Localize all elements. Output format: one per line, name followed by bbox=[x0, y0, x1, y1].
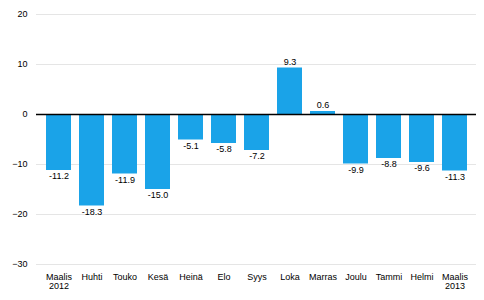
svg-text:Elo: Elo bbox=[217, 272, 230, 282]
svg-text:-8.8: -8.8 bbox=[381, 159, 397, 169]
svg-text:0: 0 bbox=[22, 109, 27, 119]
svg-text:Loka: Loka bbox=[280, 272, 300, 282]
svg-text:Marras: Marras bbox=[309, 272, 338, 282]
svg-text:10: 10 bbox=[17, 59, 27, 69]
svg-text:-5.8: -5.8 bbox=[216, 144, 232, 154]
svg-text:-11.3: -11.3 bbox=[445, 172, 465, 182]
svg-text:-18.3: -18.3 bbox=[82, 207, 103, 217]
svg-text:Helmi: Helmi bbox=[410, 272, 433, 282]
svg-text:−10: −10 bbox=[12, 159, 27, 169]
svg-text:Maalis2013: Maalis2013 bbox=[442, 272, 469, 291]
svg-text:0.6: 0.6 bbox=[317, 100, 330, 110]
svg-text:20: 20 bbox=[17, 9, 27, 19]
svg-text:-9.6: -9.6 bbox=[414, 163, 430, 173]
svg-text:-7.2: -7.2 bbox=[249, 151, 265, 161]
svg-text:-11.2: -11.2 bbox=[49, 171, 69, 181]
svg-text:Maalis2012: Maalis2012 bbox=[46, 272, 73, 291]
svg-text:−30: −30 bbox=[12, 259, 27, 269]
svg-text:Touko: Touko bbox=[113, 272, 137, 282]
svg-text:9.3: 9.3 bbox=[284, 57, 297, 67]
svg-text:Joulu: Joulu bbox=[345, 272, 367, 282]
svg-text:Kesä: Kesä bbox=[148, 272, 169, 282]
svg-text:Tammi: Tammi bbox=[376, 272, 403, 282]
svg-text:Huhti: Huhti bbox=[81, 272, 102, 282]
svg-text:Syys: Syys bbox=[247, 272, 267, 282]
svg-text:-15.0: -15.0 bbox=[148, 190, 169, 200]
svg-text:-11.9: -11.9 bbox=[115, 175, 135, 185]
svg-text:-5.1: -5.1 bbox=[183, 141, 199, 151]
svg-text:-9.9: -9.9 bbox=[348, 165, 364, 175]
svg-text:Heinä: Heinä bbox=[179, 272, 203, 282]
svg-text:−20: −20 bbox=[12, 209, 27, 219]
